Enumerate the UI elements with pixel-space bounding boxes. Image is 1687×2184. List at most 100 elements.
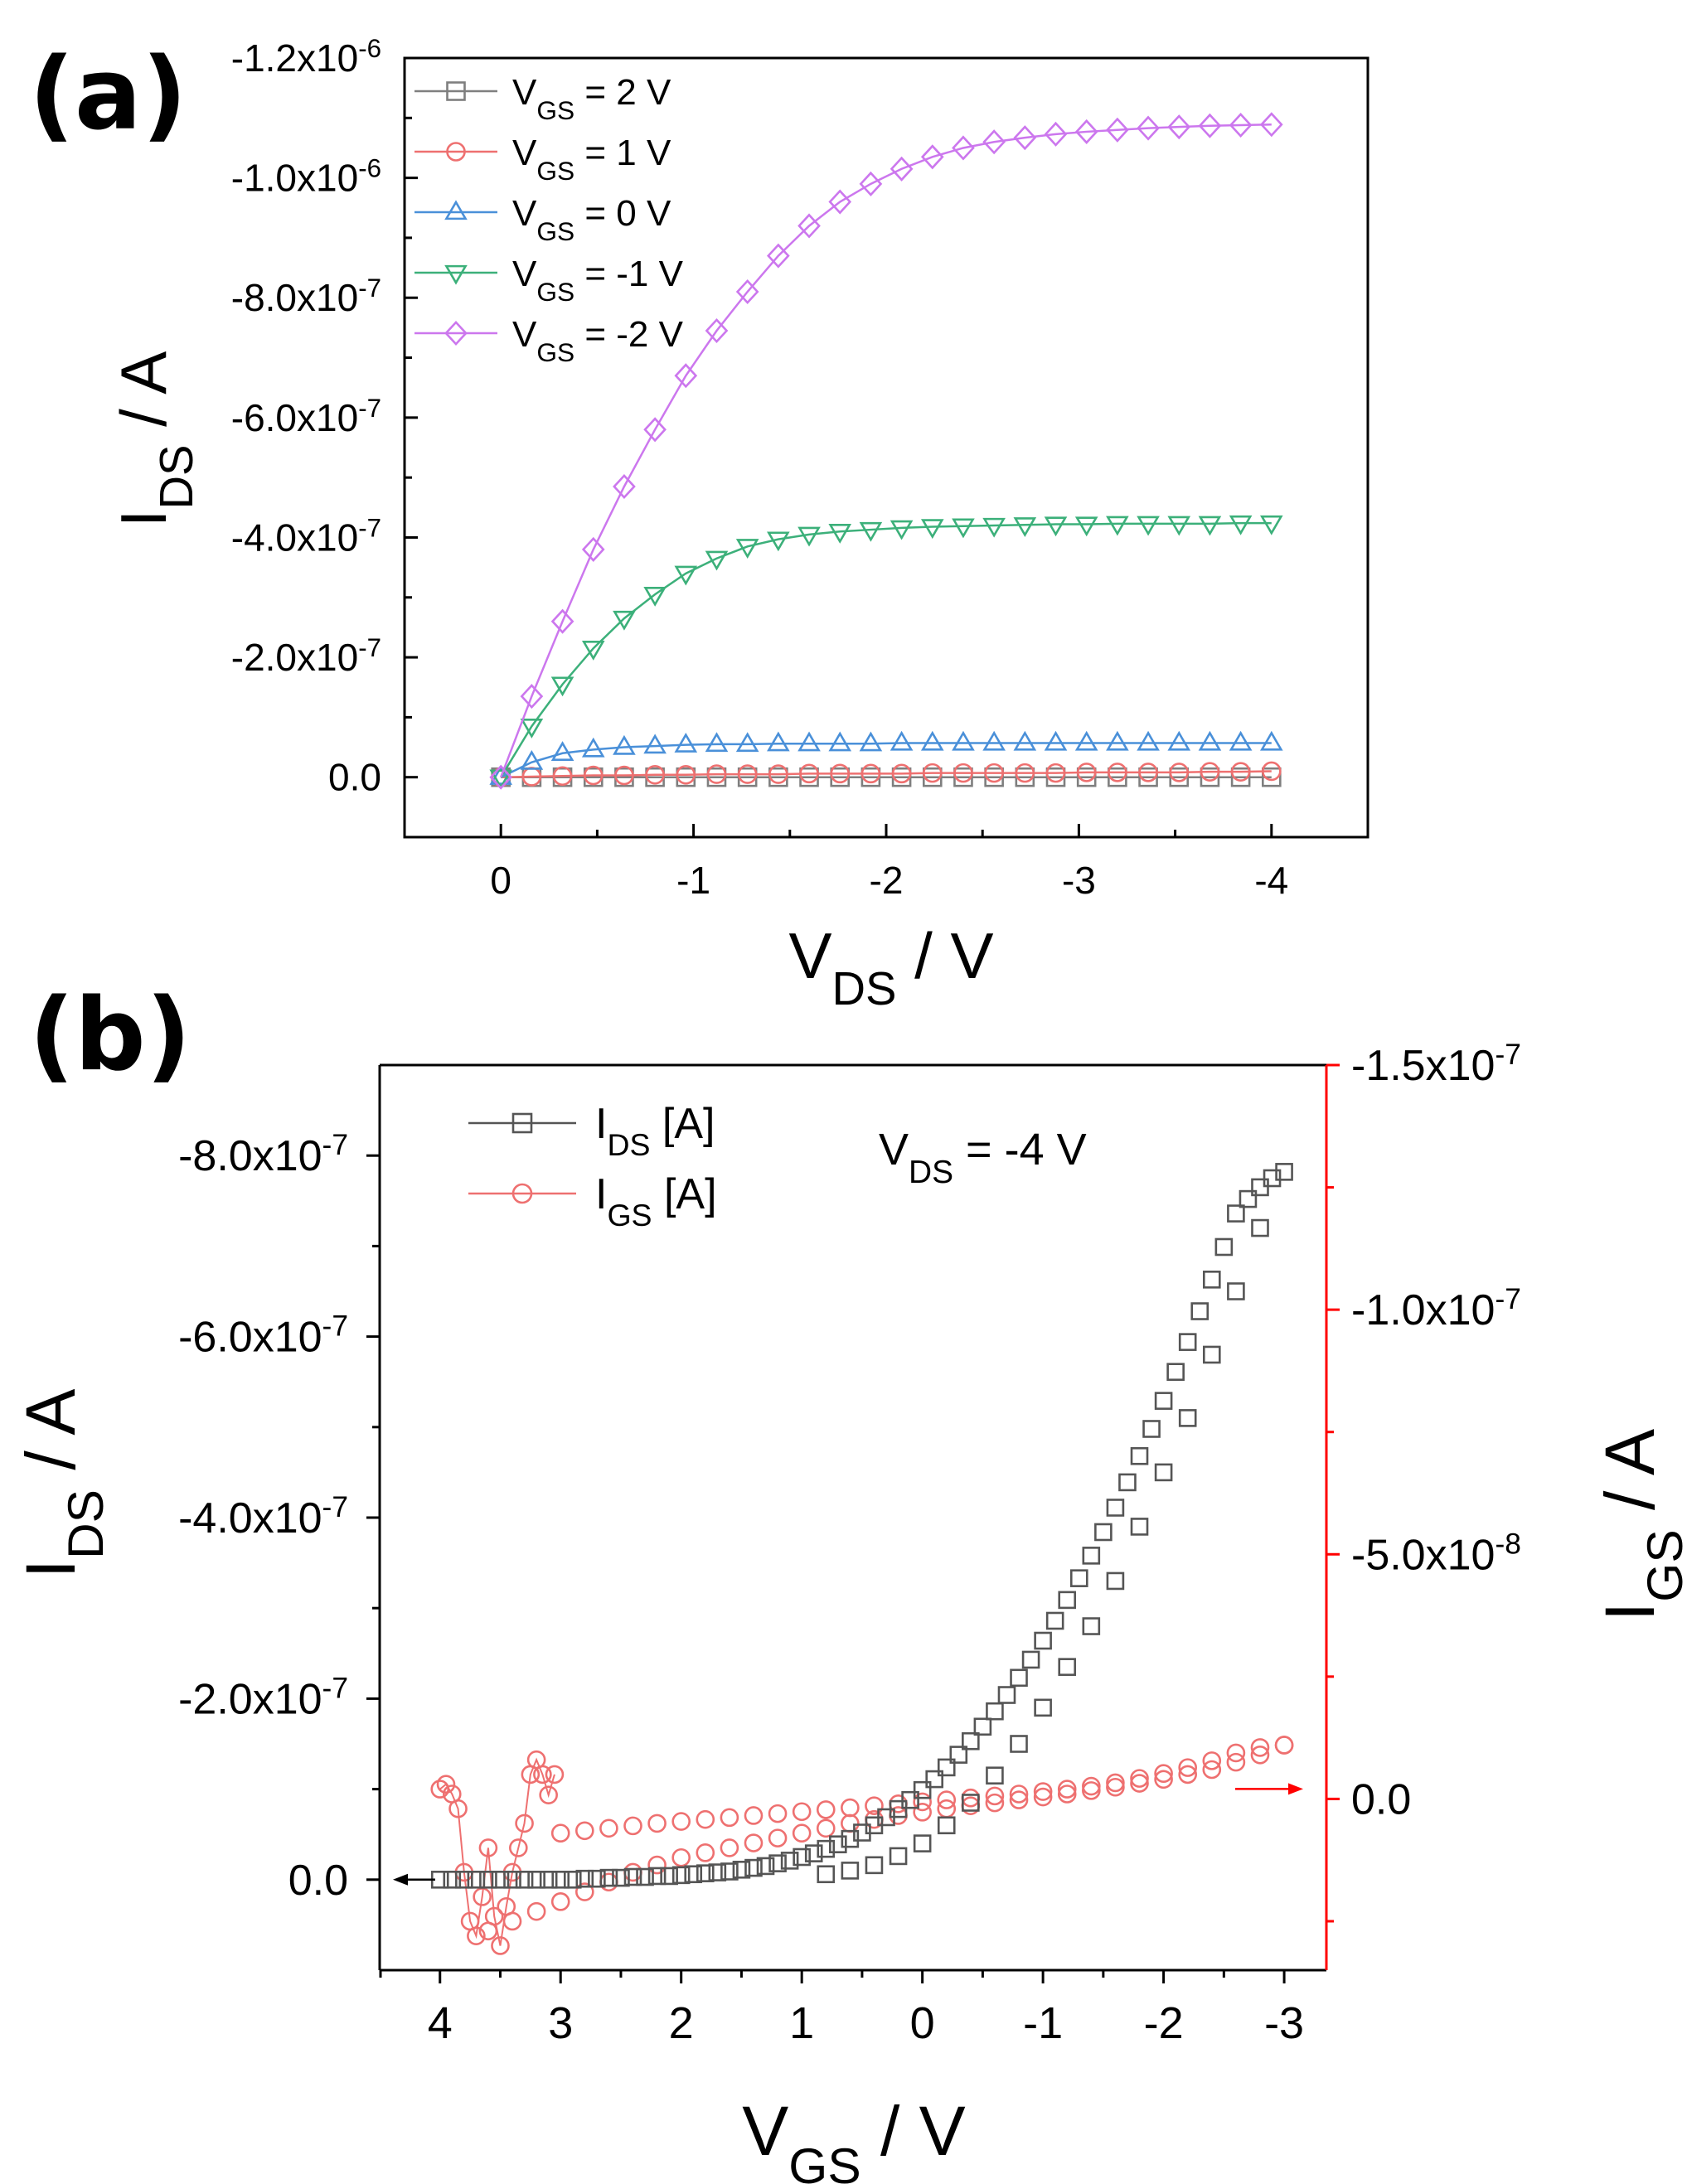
series-vgs-neg2v-point: [643, 417, 667, 443]
ids-point: [1227, 1282, 1245, 1300]
y-tick-label-a: -8.0x10-7: [231, 274, 381, 320]
ids-point: [1010, 1735, 1028, 1753]
igs-point: [1226, 1752, 1246, 1772]
series-vgs-0v-point: [1259, 730, 1283, 751]
y2-tick-label-b: -1.0x10-7: [1351, 1283, 1521, 1335]
ids-point: [962, 1731, 980, 1751]
series-igs: [430, 1736, 1294, 1955]
series-vgs-1v-point: [860, 763, 881, 784]
igs-point: [1009, 1790, 1029, 1809]
ids-point: [889, 1799, 908, 1818]
series-vgs-1v-point: [1015, 763, 1035, 783]
ids-point: [889, 1847, 908, 1866]
legend-label-a: VGS = 0 V: [512, 193, 671, 246]
x-tick-label-b: 4: [428, 1998, 453, 2048]
series-vgs-0v-point: [643, 734, 667, 754]
igs-point: [515, 1814, 534, 1833]
ids-point: [804, 1844, 823, 1862]
series-vgs-neg2v-line: [500, 123, 1272, 778]
ids-point: [479, 1871, 497, 1889]
ids-point: [865, 1856, 884, 1875]
ids-point: [913, 1834, 932, 1852]
legend-marker-a: [446, 81, 466, 101]
series-vgs-neg1v-point: [1229, 515, 1253, 535]
series-vgs-neg1v-point: [859, 521, 883, 542]
series-vgs-neg1v-line: [500, 521, 1272, 778]
igs-point: [526, 1901, 546, 1921]
series-vgs-neg2v-point: [735, 278, 759, 305]
series-vgs-neg2v-point: [1106, 117, 1129, 143]
series-vgs-neg1v-point: [1259, 515, 1283, 535]
series-vgs-2v-point: [1169, 767, 1190, 787]
series-vgs-neg1v-point: [767, 531, 790, 552]
series-vgs-1v-point: [706, 764, 727, 784]
igs-point: [768, 1828, 788, 1847]
series-vgs-0v-point: [705, 732, 729, 753]
y-axis-label-b: IDS / A: [12, 1389, 114, 1579]
igs-point: [1202, 1751, 1222, 1770]
legend-marker-a: [446, 142, 466, 162]
series-vgs-0v-point: [674, 732, 698, 753]
y-tick-label-b: -8.0x10-7: [178, 1129, 348, 1181]
series-vgs-0v-point: [550, 741, 574, 761]
series-vgs-neg2v-point: [797, 213, 821, 239]
ids-point: [1058, 1658, 1077, 1676]
legend-marker-a: [444, 200, 468, 220]
series-vgs-neg2v-point: [1074, 119, 1098, 144]
igs-point: [913, 1792, 932, 1812]
series-vgs-1v-point: [1262, 761, 1282, 782]
igs-point: [599, 1872, 618, 1892]
series-vgs-neg2v-point: [1137, 115, 1160, 141]
series-vgs-0v-point: [1074, 730, 1098, 751]
ids-point: [720, 1862, 739, 1881]
ids-point: [588, 1869, 606, 1888]
ids-point: [1154, 1463, 1173, 1482]
series-vgs-2v-point: [1076, 767, 1097, 787]
y2-axis-label-b: IGS / A: [1591, 1429, 1687, 1621]
series-vgs-neg2v-point: [489, 764, 513, 790]
igs-point: [508, 1838, 528, 1857]
series-vgs-1v-point: [1138, 763, 1158, 782]
igs-point: [502, 1911, 522, 1931]
series-vgs-neg1v-point: [1044, 516, 1068, 537]
series-vgs-neg2v-point: [828, 189, 852, 215]
ids-point: [1202, 1345, 1221, 1364]
igs-point: [816, 1800, 836, 1819]
series-vgs-1v-point: [676, 764, 696, 785]
series-vgs-2v-point: [1230, 767, 1251, 787]
series-vgs-1v-point: [1076, 763, 1097, 782]
x-tick-label-a: -1: [676, 859, 710, 902]
ids-point: [612, 1868, 630, 1887]
igs-point: [792, 1802, 812, 1822]
ids-point: [1239, 1189, 1258, 1208]
series-vgs-2v-point: [1262, 767, 1282, 787]
series-vgs-0v-point: [1137, 730, 1160, 751]
series-vgs-0v-point: [520, 749, 544, 770]
series-vgs-neg1v-point: [890, 520, 914, 540]
panel-b-chart: 4 3 2 1 0 -1 -2 -3 0.0 -2.0x10-7 -4.0x10-7 -6.0x10-…: [12, 1039, 1687, 2184]
ids-point: [817, 1865, 836, 1884]
ids-point: [1190, 1302, 1210, 1320]
ids-axis-arrow-head: [393, 1873, 408, 1886]
igs-point: [1130, 1774, 1149, 1793]
series-ids: [430, 1163, 1293, 1889]
series-vgs-2v-point: [1200, 767, 1220, 787]
legend-marker-b: [511, 1112, 533, 1134]
igs-point: [1154, 1770, 1173, 1789]
series-vgs-1v-point: [1045, 763, 1066, 783]
series-vgs-1v-point: [799, 763, 819, 784]
igs-point: [533, 1765, 552, 1784]
series-vgs-1v-point: [891, 763, 912, 784]
series-vgs-0v-point: [1013, 730, 1037, 751]
ids-point: [636, 1867, 654, 1886]
series-vgs-1v-point: [768, 764, 788, 784]
series-vgs-0v-point: [920, 730, 944, 751]
igs-point: [1082, 1781, 1101, 1800]
series-vgs-neg1v-point: [920, 519, 944, 540]
igs-point: [1250, 1745, 1270, 1765]
series-vgs-neg1v-point: [705, 550, 729, 571]
series-vgs-neg1v-point: [1013, 517, 1037, 537]
series-vgs-0v-point: [1167, 730, 1191, 751]
igs-point: [1009, 1784, 1029, 1804]
ids-point: [1130, 1518, 1149, 1536]
